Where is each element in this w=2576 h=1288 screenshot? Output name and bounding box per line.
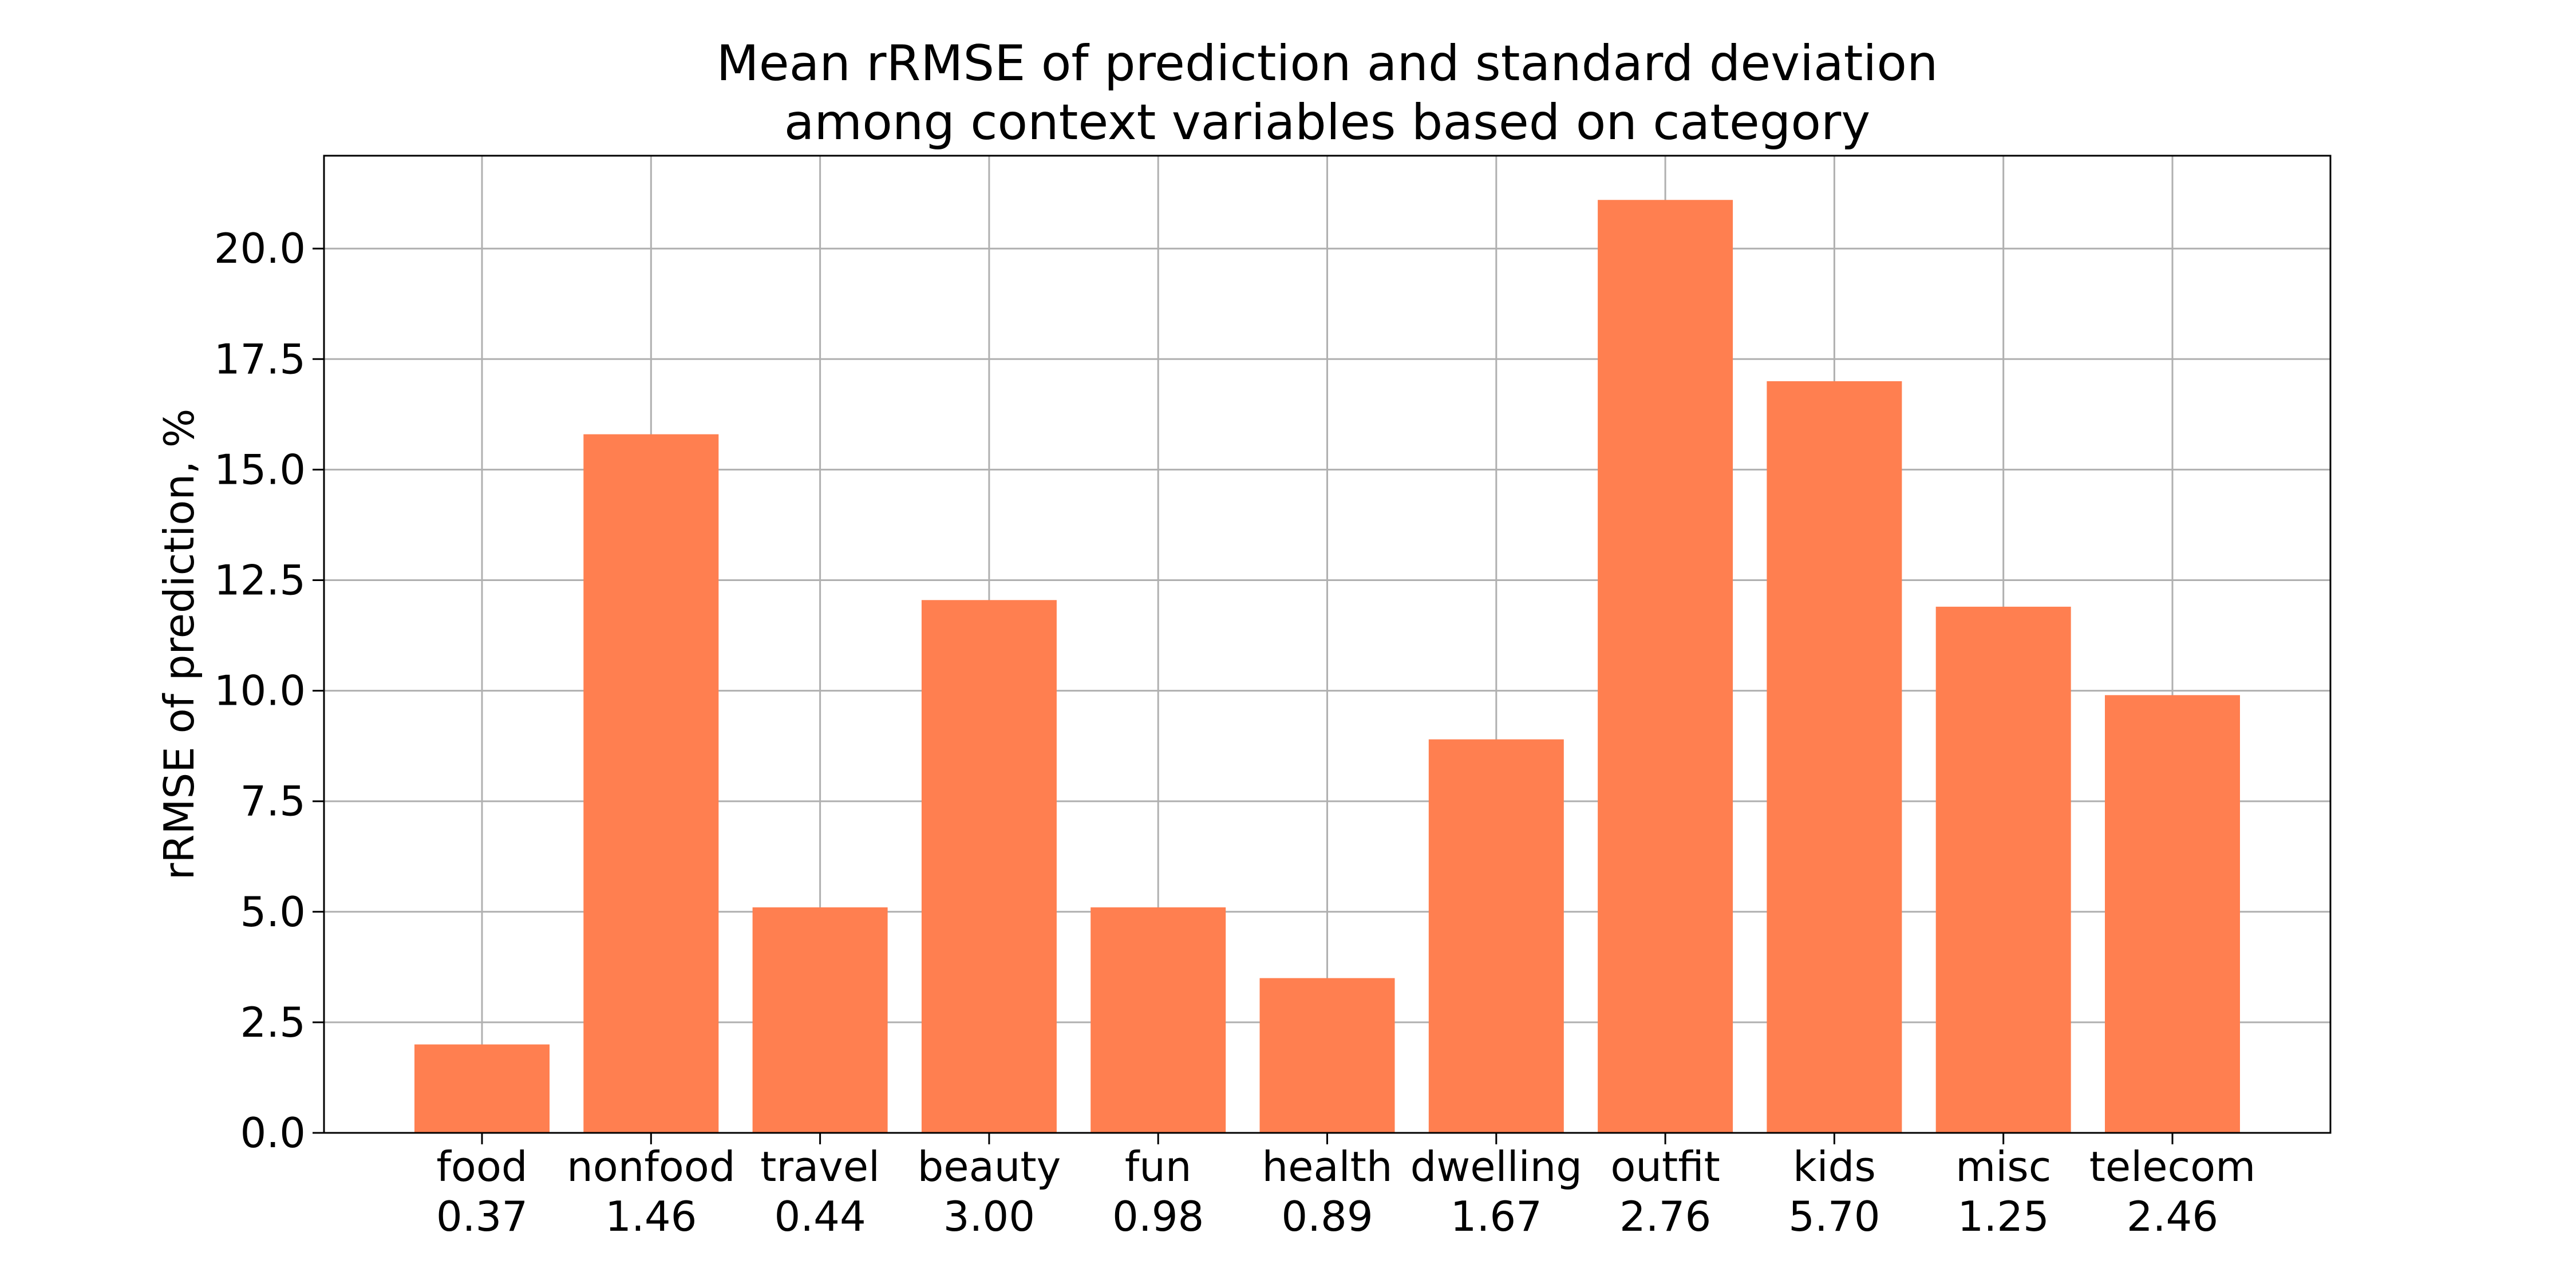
x-tick-std-label: 0.44 [774,1192,866,1240]
bar-dwelling [1428,739,1564,1133]
x-tick-label: outfit [1610,1143,1720,1191]
x-tick-label: kids [1793,1143,1876,1191]
x-tick-std-label: 2.46 [2127,1192,2218,1240]
bar-telecom [2105,695,2240,1133]
x-tick-label: beauty [918,1143,1061,1191]
x-tick-std-label: 1.46 [605,1192,697,1240]
x-tick-std-label: 0.89 [1281,1192,1373,1240]
bar-fun [1091,907,1226,1133]
bar-nonfood [583,434,719,1133]
y-tick-label: 7.5 [240,777,306,825]
x-tick-std-label: 1.25 [1958,1192,2049,1240]
x-tick-label: dwelling [1411,1143,1582,1191]
bar-misc [1935,606,2071,1133]
bar-travel [752,907,888,1133]
y-tick-label: 0.0 [240,1109,306,1157]
x-tick-label: health [1262,1143,1393,1191]
bar-outfit [1598,200,1733,1133]
x-tick-label: misc [1955,1143,2051,1191]
x-tick-label: food [436,1143,527,1191]
x-tick-std-label: 3.00 [943,1192,1035,1240]
y-tick-label: 2.5 [240,998,306,1046]
y-tick-label: 12.5 [214,556,306,605]
bar-kids [1767,381,1902,1133]
x-tick-std-label: 5.70 [1788,1192,1880,1240]
y-tick-label: 17.5 [214,335,306,383]
x-tick-label: travel [760,1143,880,1191]
axis-ticks: 0.0 2.5 5.0 7.5 10.0 12.5 15.0 17.5 20.0 food0.37… [214,224,2256,1240]
y-tick-label: 5.0 [240,888,306,936]
x-tick-std-label: 2.76 [1619,1192,1711,1240]
bar-food [414,1044,550,1133]
x-tick-std-label: 0.98 [1112,1192,1204,1240]
x-tick-std-label: 1.67 [1451,1192,1542,1240]
x-tick-label: nonfood [567,1143,735,1191]
y-tick-label: 10.0 [214,667,306,715]
x-tick-std-label: 0.37 [436,1192,528,1240]
chart-title-line-1: Mean rRMSE of prediction and standard de… [717,35,1938,92]
y-tick-label: 20.0 [214,224,306,272]
y-tick-label: 15.0 [214,445,306,493]
bars [414,200,2240,1133]
x-tick-label: telecom [2089,1143,2256,1191]
x-tick-label: fun [1125,1143,1192,1191]
bar-beauty [921,600,1057,1133]
bar-health [1259,978,1395,1133]
chart-title-line-2: among context variables based on categor… [784,94,1871,151]
y-axis-label: rRMSE of prediction, % [155,409,203,880]
